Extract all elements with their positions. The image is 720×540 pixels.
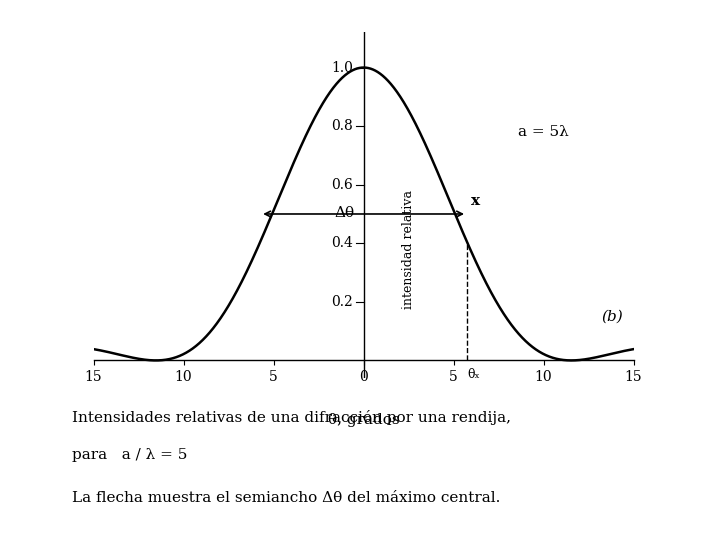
Text: Δθ: Δθ <box>335 206 355 220</box>
Text: 0.6: 0.6 <box>331 178 353 192</box>
Text: Intensidades relativas de una difracción por una rendija,: Intensidades relativas de una difracción… <box>72 410 511 426</box>
X-axis label: θ, grados: θ, grados <box>328 413 400 427</box>
Text: x: x <box>471 194 480 208</box>
Text: para   a / λ = 5: para a / λ = 5 <box>72 448 187 462</box>
Text: intensidad relativa: intensidad relativa <box>402 190 415 309</box>
Text: (b): (b) <box>601 309 623 323</box>
Text: 1.0: 1.0 <box>331 60 353 75</box>
Text: 0.4: 0.4 <box>331 237 353 250</box>
Text: La flecha muestra el semiancho Δθ del máximo central.: La flecha muestra el semiancho Δθ del má… <box>72 491 500 505</box>
Text: a = 5λ: a = 5λ <box>518 125 569 139</box>
Text: 0.8: 0.8 <box>331 119 353 133</box>
Text: 0.2: 0.2 <box>331 295 353 309</box>
Text: θₓ: θₓ <box>468 368 480 381</box>
